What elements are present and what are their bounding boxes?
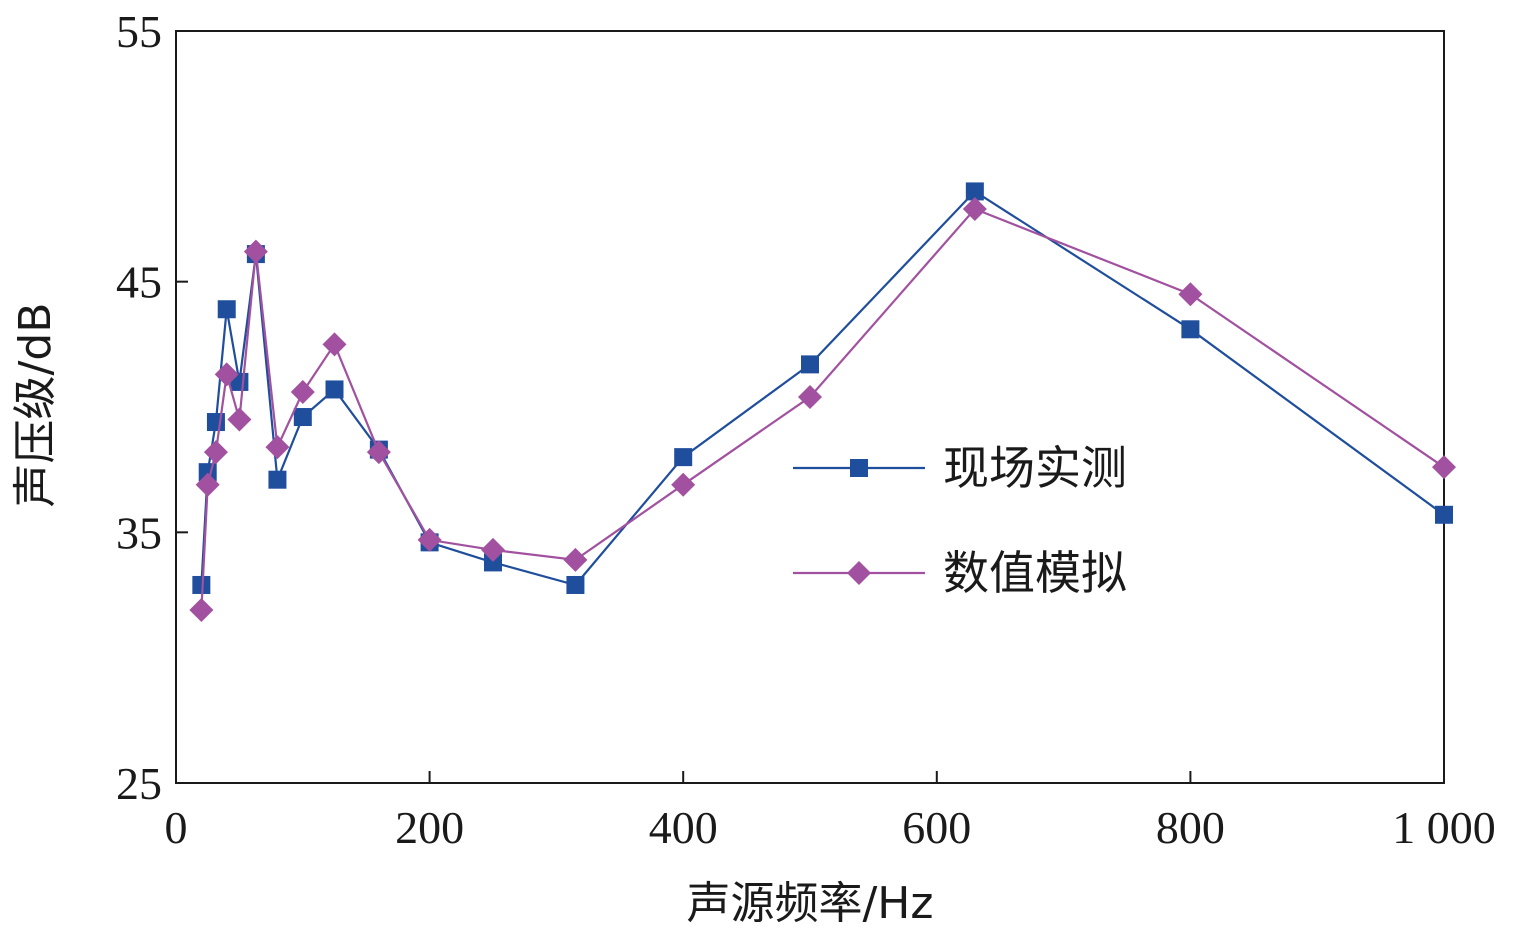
- data-point: [1178, 282, 1203, 307]
- y-axis: 25 35 45 55: [116, 6, 188, 809]
- data-point: [1432, 455, 1456, 480]
- data-point: [293, 408, 312, 427]
- data-point: [366, 440, 391, 465]
- series-layer: [189, 182, 1456, 623]
- legend-label: 现场实测: [943, 441, 1127, 495]
- data-point: [563, 547, 588, 572]
- data-point: [1181, 320, 1200, 339]
- y-axis-title: 声压级/dB: [10, 303, 61, 508]
- data-point: [484, 553, 502, 572]
- data-point: [798, 384, 822, 409]
- series-2: [189, 196, 1456, 623]
- data-point: [965, 182, 984, 201]
- x-tick-label: 0: [165, 802, 188, 853]
- data-point: [214, 362, 239, 387]
- plot-border: [175, 30, 1445, 784]
- y-tick-label: 45: [116, 257, 162, 308]
- data-point: [417, 527, 442, 552]
- x-tick-label: 200: [395, 802, 464, 853]
- y-tick-label: 35: [116, 507, 162, 558]
- series-line: [200, 189, 1445, 587]
- x-tick-label: 400: [649, 802, 718, 853]
- data-point: [203, 440, 228, 465]
- legend-item: 现场实测: [793, 441, 1127, 495]
- y-tick-label: 25: [116, 758, 162, 809]
- data-point: [801, 355, 819, 374]
- legend-label: 数值模拟: [943, 546, 1127, 600]
- legend-marker: [850, 459, 868, 477]
- x-axis: 0 200 400 600 800 1 000: [165, 771, 1496, 853]
- legend-item: 数值模拟: [793, 546, 1127, 600]
- data-point: [243, 239, 268, 264]
- data-point: [268, 470, 287, 489]
- data-point: [290, 379, 315, 404]
- legend-marker: [847, 561, 871, 585]
- data-point: [1435, 505, 1453, 524]
- x-tick-label: 1 000: [1392, 802, 1496, 853]
- data-point: [217, 300, 236, 319]
- data-point: [962, 196, 987, 221]
- data-point: [325, 380, 344, 399]
- data-point: [206, 413, 225, 432]
- data-point: [674, 448, 693, 467]
- data-point: [227, 407, 252, 432]
- data-point: [322, 332, 347, 357]
- data-point: [265, 435, 290, 460]
- data-point: [566, 575, 585, 594]
- series-line: [200, 207, 1445, 611]
- data-point: [192, 575, 211, 594]
- x-axis-title: 声源频率/Hz: [686, 878, 933, 929]
- x-tick-label: 600: [902, 802, 971, 853]
- data-point: [481, 537, 505, 562]
- data-point: [189, 598, 214, 623]
- plot-frame: [175, 30, 1445, 784]
- data-point: [195, 472, 220, 497]
- x-tick-label: 800: [1156, 802, 1225, 853]
- series-1: [192, 182, 1453, 594]
- data-point: [671, 472, 696, 497]
- y-tick-label: 55: [116, 6, 162, 57]
